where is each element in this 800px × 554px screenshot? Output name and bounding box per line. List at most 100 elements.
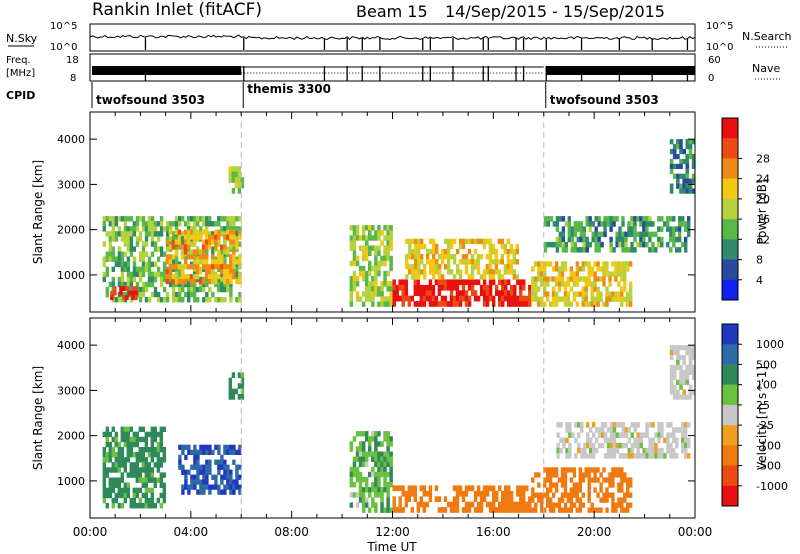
data-cell — [226, 474, 230, 480]
data-cell — [408, 248, 412, 255]
data-cell — [629, 291, 633, 297]
data-cell — [470, 290, 475, 296]
data-cell — [153, 271, 158, 278]
data-cell — [591, 236, 595, 243]
data-cell — [214, 221, 218, 227]
data-cell — [240, 177, 245, 183]
data-cell — [491, 269, 496, 275]
nsearch-label: N.Search — [742, 30, 792, 43]
data-cell — [129, 472, 133, 478]
data-cell — [174, 239, 179, 245]
data-cell — [565, 427, 569, 433]
freq-band — [545, 66, 695, 75]
data-cell — [587, 507, 591, 513]
data-cell — [425, 284, 430, 291]
data-cell — [579, 221, 583, 227]
data-cell — [605, 487, 609, 493]
data-cell — [669, 188, 674, 194]
data-cell — [531, 286, 535, 292]
data-cell — [639, 231, 643, 238]
data-cell — [413, 496, 417, 502]
data-cell — [458, 279, 463, 286]
data-cell — [205, 226, 209, 232]
data-cell — [575, 497, 579, 503]
data-cell — [150, 281, 155, 288]
data-cell — [584, 467, 588, 473]
data-cell — [226, 286, 230, 293]
data-cell — [126, 256, 131, 262]
data-cell — [522, 301, 526, 307]
data-cell — [594, 241, 598, 248]
data-cell — [220, 297, 224, 303]
data-cell — [473, 264, 478, 270]
data-cell — [578, 502, 582, 508]
data-cell — [416, 507, 420, 513]
data-cell — [590, 286, 594, 292]
data-cell — [572, 492, 577, 498]
data-cell — [688, 188, 693, 194]
data-cell — [507, 301, 511, 307]
data-cell — [606, 216, 610, 222]
data-cell — [211, 239, 215, 245]
data-cell — [525, 501, 529, 508]
data-cell — [554, 467, 559, 473]
data-cell — [507, 490, 511, 497]
data-cell — [669, 374, 674, 380]
data-cell — [624, 241, 628, 248]
data-cell — [102, 276, 106, 283]
data-cell — [126, 281, 131, 288]
data-cell — [401, 295, 405, 302]
data-cell — [123, 497, 127, 504]
data-cell — [563, 477, 568, 483]
data-cell — [111, 236, 115, 242]
data-cell — [446, 243, 451, 250]
data-cell — [204, 229, 209, 235]
data-cell — [685, 168, 690, 174]
data-cell — [573, 221, 577, 227]
data-cell — [361, 456, 366, 462]
data-cell — [569, 301, 574, 307]
data-cell — [540, 507, 544, 513]
data-cell — [374, 507, 378, 513]
data-cell — [156, 221, 161, 227]
data-cell — [687, 442, 691, 449]
data-cell — [522, 496, 526, 502]
data-cell — [144, 457, 148, 463]
data-cell — [386, 225, 390, 231]
data-cell — [404, 501, 408, 508]
data-cell — [682, 183, 686, 189]
data-cell — [105, 216, 109, 222]
data-cell — [557, 276, 562, 282]
data-cell — [629, 482, 633, 488]
data-cell — [159, 271, 164, 278]
data-cell — [111, 426, 115, 432]
data-cell — [141, 452, 145, 458]
data-cell — [187, 281, 191, 288]
data-cell — [676, 178, 680, 184]
scatter-region — [110, 286, 138, 301]
data-cell — [470, 284, 475, 291]
data-cell — [126, 487, 130, 494]
data-cell — [464, 507, 469, 513]
data-cell — [575, 291, 579, 297]
data-cell — [591, 221, 595, 227]
data-cell — [452, 238, 457, 245]
data-cell — [201, 244, 206, 250]
data-cell — [425, 295, 430, 302]
data-cell — [437, 496, 442, 502]
data-cell — [657, 216, 661, 222]
data-cell — [428, 279, 433, 286]
colorbar-tick-label: 500 — [756, 358, 777, 371]
data-cell — [134, 286, 138, 291]
data-cell — [540, 261, 544, 267]
data-cell — [123, 291, 128, 298]
data-cell — [512, 269, 516, 275]
data-cell — [117, 487, 121, 494]
data-cell — [371, 487, 375, 493]
data-cell — [624, 442, 628, 449]
data-cell — [132, 221, 137, 227]
data-cell — [660, 432, 664, 438]
data-cell — [352, 240, 357, 246]
colorbar-segment — [722, 279, 738, 301]
data-cell — [132, 472, 136, 478]
